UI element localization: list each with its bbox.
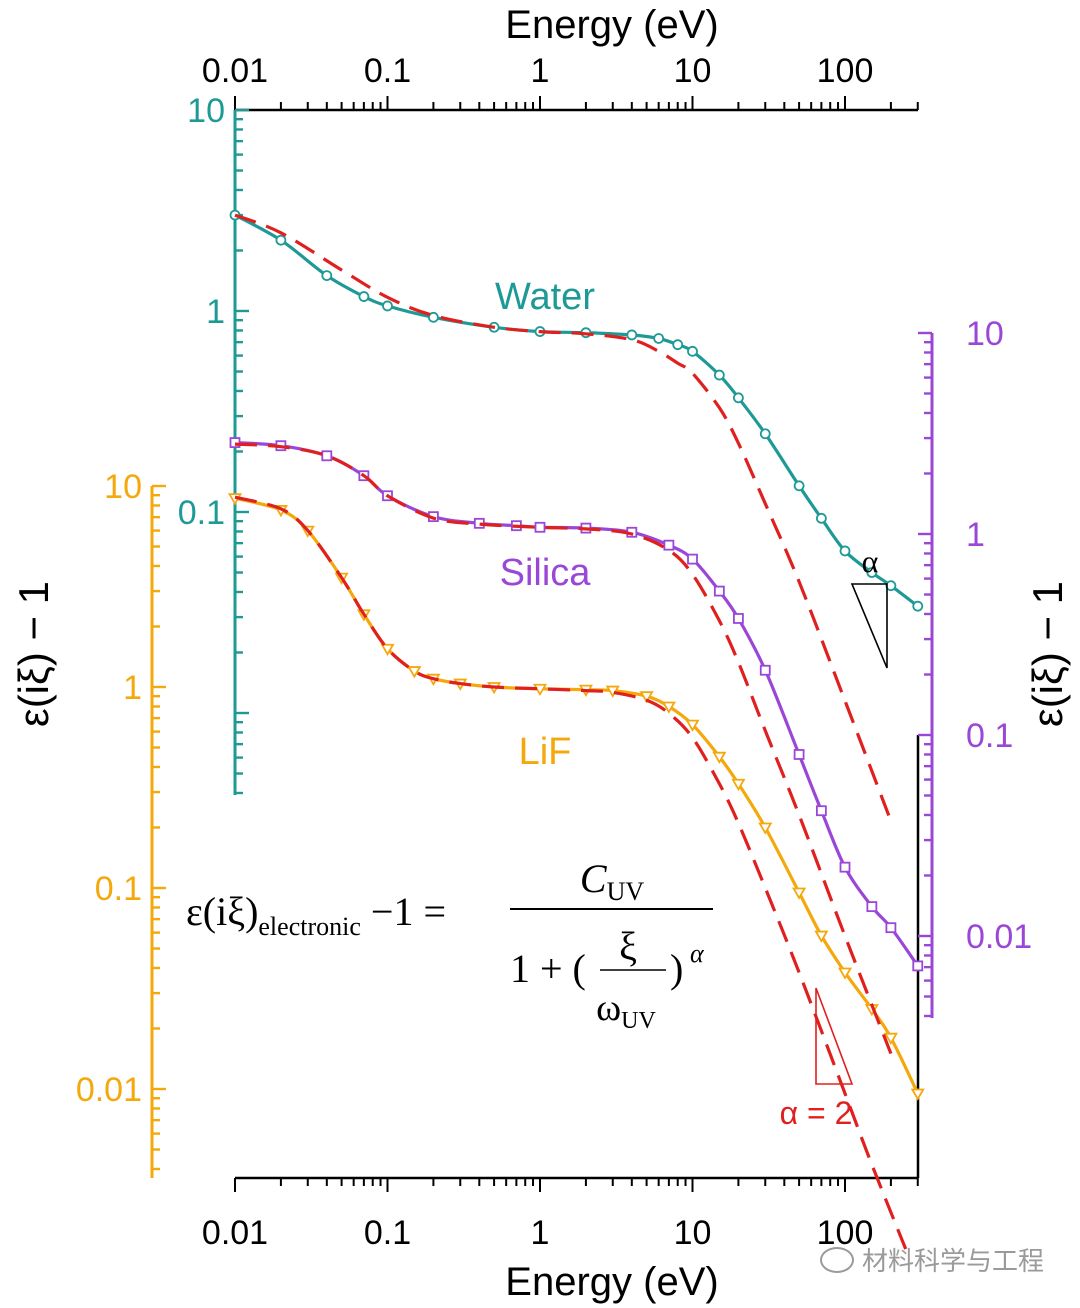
watermark: 材料科学与工程 xyxy=(819,1241,1044,1278)
y-tick-label-silica: 10 xyxy=(966,315,1004,353)
data-point-silica xyxy=(534,521,546,533)
data-point-water xyxy=(839,545,851,557)
y-tick-label-lif: 0.01 xyxy=(76,1071,142,1109)
data-point-water xyxy=(275,234,287,246)
data-point-lif xyxy=(407,666,422,679)
data-point-water xyxy=(358,291,370,302)
y-tick-label-water: 1 xyxy=(206,293,225,331)
data-point-silica xyxy=(663,539,675,551)
data-point-water xyxy=(912,600,924,612)
data-point-lif xyxy=(532,683,548,697)
x-axis-title-top: Energy (eV) xyxy=(505,3,718,47)
x-tick-label-top: 0.01 xyxy=(202,52,268,90)
data-point-silica xyxy=(839,861,851,873)
data-point-silica xyxy=(885,922,897,934)
y-axis-title-right: ε(iξ) − 1 xyxy=(1024,581,1071,727)
y-tick-label-water: 10 xyxy=(187,92,225,130)
axes-layer: 0.01 0.1 1 10 100 0.01 0.1 1 10 100 10 1 0.1 10 1 0.1 0.… xyxy=(76,52,1032,1252)
data-point-silica xyxy=(793,749,805,760)
data-point-silica xyxy=(321,450,333,462)
formula: ε(iξ)electronic −1 = CUV 1 + ( ξ ωUV ) α xyxy=(186,856,713,1034)
x-tick-label-top: 1 xyxy=(531,52,550,90)
y-tick-label-lif: 1 xyxy=(123,669,142,707)
formula-omega: ωUV xyxy=(596,987,656,1034)
data-point-silica xyxy=(687,553,698,565)
data-point-silica xyxy=(815,805,827,817)
data-point-water xyxy=(866,567,878,578)
y-tick-label-lif: 0.1 xyxy=(95,870,142,908)
series-line-silica-fit xyxy=(234,442,893,1055)
data-point-silica xyxy=(866,901,878,913)
y-tick-label-silica: 0.1 xyxy=(966,717,1013,755)
slope-label-alpha: α xyxy=(862,543,879,579)
formula-denominator-left: 1 + ( xyxy=(510,946,586,991)
x-tick-label-top: 100 xyxy=(817,52,874,90)
formula-exponent: α xyxy=(690,939,705,968)
x-tick-label-top: 0.1 xyxy=(364,52,411,90)
slope-triangle-red xyxy=(815,987,854,1085)
data-point-silica xyxy=(759,664,771,676)
data-point-lif xyxy=(380,643,395,657)
series-line-silica xyxy=(234,441,920,967)
data-point-water xyxy=(321,270,333,282)
data-point-lif xyxy=(639,691,654,704)
y-tick-label-water: 0.1 xyxy=(178,494,225,532)
data-point-lif xyxy=(712,751,727,765)
series-label-silica: Silica xyxy=(500,552,592,594)
series-line-water xyxy=(234,213,919,608)
data-point-water xyxy=(759,428,771,440)
data-point-lif xyxy=(792,887,807,900)
y-tick-label-lif: 10 xyxy=(104,468,142,506)
series-label-lif: LiF xyxy=(519,731,572,773)
data-point-water xyxy=(382,300,393,312)
data-point-water xyxy=(626,329,638,341)
formula-lhs: ε(iξ)electronic −1 = xyxy=(186,889,446,941)
data-point-silica xyxy=(229,437,241,448)
data-point-water xyxy=(687,345,698,357)
x-tick-label-bottom: 0.1 xyxy=(364,1214,411,1252)
slope-triangle-black xyxy=(850,583,888,669)
slope-label-alpha-2: α = 2 xyxy=(780,1095,853,1131)
data-point-water xyxy=(672,339,684,351)
data-point-water xyxy=(653,333,665,344)
formula-denominator-right: ) xyxy=(670,946,683,991)
data-point-lif xyxy=(883,1032,898,1045)
x-tick-label-bottom: 10 xyxy=(674,1214,712,1252)
wechat-icon xyxy=(819,1246,854,1273)
watermark-text: 材料科学与工程 xyxy=(861,1247,1044,1277)
data-point-water xyxy=(815,512,827,524)
data-point-water xyxy=(713,369,725,381)
y-tick-label-silica: 1 xyxy=(966,516,985,554)
data-point-lif xyxy=(685,719,700,732)
data-point-lif xyxy=(837,967,853,980)
data-point-silica xyxy=(733,613,744,624)
y-tick-label-silica: 0.01 xyxy=(966,918,1032,956)
series-line-lif-fit xyxy=(234,495,908,1250)
data-point-water xyxy=(733,392,744,404)
formula-xi: ξ xyxy=(619,924,637,969)
data-point-lif xyxy=(910,1088,925,1101)
data-point-lif xyxy=(661,701,676,714)
data-point-water xyxy=(793,480,805,492)
x-tick-label-top: 10 xyxy=(674,52,712,90)
x-axis-title-bottom: Energy (eV) xyxy=(505,1260,718,1304)
x-tick-label-bottom: 1 xyxy=(531,1214,550,1252)
x-tick-label-bottom: 0.01 xyxy=(202,1214,268,1252)
series-label-water: Water xyxy=(495,276,595,318)
data-point-silica xyxy=(713,585,725,597)
series-layer xyxy=(227,209,925,1250)
y-axis-title-left: ε(iξ) − 1 xyxy=(10,581,57,727)
x-tick-label-bottom: 100 xyxy=(817,1214,874,1252)
formula-numerator: CUV xyxy=(580,856,644,906)
data-point-water xyxy=(428,311,439,323)
data-point-lif xyxy=(814,930,829,943)
data-point-lif xyxy=(731,778,746,792)
series-line-water-fit xyxy=(234,213,893,822)
data-point-lif xyxy=(758,822,773,835)
data-point-silica xyxy=(912,960,924,972)
